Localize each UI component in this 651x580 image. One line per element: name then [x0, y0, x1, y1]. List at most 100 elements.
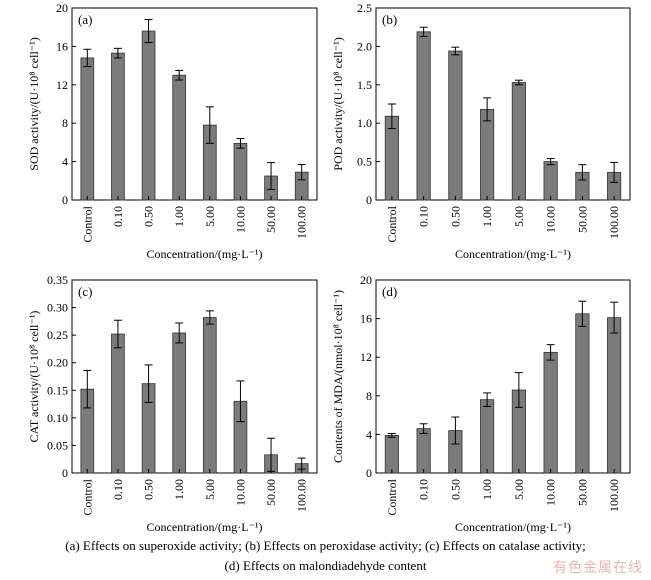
x-tick-label: 0.50 [448, 206, 462, 227]
x-tick-label: 10.00 [233, 479, 247, 506]
chart-panel-a: 0 4 8 12 16 20 Control 0.10 0.50 1.00 5.00 10.00 50.… [27, 1, 318, 261]
x-tick-label: 100.00 [295, 479, 309, 512]
y-tick-label: 8 [62, 116, 68, 130]
y-axis-title: POD activity/(U·10⁸ cell⁻¹) [331, 37, 345, 170]
y-tick-label: 0.10 [47, 411, 68, 425]
x-tick-label: 5.00 [203, 206, 217, 227]
x-tick-label: 0.50 [142, 479, 156, 500]
chart-panel-c: 0 0.05 0.10 0.15 0.20 0.25 0.30 0.35 Control 0.10… [27, 273, 318, 534]
y-tick-label: 0 [366, 193, 372, 207]
panel-label: (d) [382, 284, 397, 299]
bar [511, 82, 526, 201]
x-tick-label: 10.00 [233, 206, 247, 233]
y-tick-label: 0 [366, 466, 372, 480]
x-tick-label: 100.00 [607, 479, 621, 512]
x-tick-label: 0.50 [448, 479, 462, 500]
x-tick-label: 5.00 [512, 206, 526, 227]
y-tick-label: 20 [56, 1, 68, 15]
bar [448, 50, 463, 201]
bar [111, 52, 125, 201]
panel-label: (c) [78, 284, 92, 299]
bar [233, 142, 248, 201]
x-tick-label: 100.00 [607, 206, 621, 239]
y-tick-label: 0.5 [357, 155, 372, 169]
y-tick-label: 0 [62, 193, 68, 207]
y-tick-label: 2.0 [357, 39, 372, 53]
bar [111, 333, 125, 474]
bar [172, 74, 187, 201]
plot-frame [71, 279, 318, 474]
y-tick-label: 0.30 [47, 301, 68, 315]
bar [202, 317, 217, 474]
y-tick-label: 0.15 [47, 383, 68, 397]
y-tick-label: 12 [56, 78, 68, 92]
bar [141, 30, 156, 201]
x-tick-label: 50.00 [575, 479, 589, 506]
x-tick-label: 50.00 [264, 479, 278, 506]
bar [575, 313, 590, 474]
y-tick-label: 0.35 [47, 273, 68, 287]
bar [543, 161, 558, 201]
y-axis-title: SOD activity/(U·10⁸ cell⁻¹) [27, 37, 41, 170]
y-tick-label: 0 [62, 466, 68, 480]
y-tick-label: 1.5 [357, 78, 372, 92]
x-tick-label: 1.00 [172, 206, 186, 227]
figure-caption-line-1: (a) Effects on superoxide activity; (b) … [65, 538, 586, 553]
x-tick-label: 0.10 [111, 479, 125, 500]
bar [384, 434, 399, 474]
x-tick-label: 0.50 [142, 206, 156, 227]
x-tick-label: 10.00 [544, 479, 558, 506]
y-tick-label: 12 [360, 350, 372, 364]
bar [480, 399, 495, 474]
y-axis-title: Contents of MDA/(nmol·10⁸ cell⁻¹) [331, 290, 345, 463]
x-tick-label: Control [80, 478, 94, 515]
x-tick-label: 50.00 [264, 206, 278, 233]
figure-caption-line-2: (d) Effects on malondiadehyde content [224, 558, 427, 573]
plot-frame [375, 7, 631, 201]
x-tick-label: Control [385, 205, 399, 242]
panel-label: (a) [78, 12, 92, 27]
y-tick-label: 0.05 [47, 438, 68, 452]
bar [416, 31, 431, 201]
x-tick-label: 1.00 [480, 206, 494, 227]
plot-frame [71, 7, 318, 201]
y-tick-label: 20 [360, 273, 372, 287]
x-tick-label: 5.00 [512, 479, 526, 500]
x-axis-title: Concentration/(mg·L⁻¹) [455, 520, 571, 534]
panel-label: (b) [382, 12, 397, 27]
x-axis-title: Concentration/(mg·L⁻¹) [147, 247, 263, 261]
x-axis-title: Concentration/(mg·L⁻¹) [455, 247, 571, 261]
y-tick-label: 8 [366, 389, 372, 403]
y-axis-title: CAT activity/(U·10⁸ cell⁻¹) [27, 311, 41, 443]
bar [543, 351, 558, 474]
y-tick-label: 4 [62, 155, 68, 169]
x-axis-title: Concentration/(mg·L⁻¹) [147, 520, 263, 534]
y-tick-label: 4 [366, 427, 372, 441]
x-tick-label: 5.00 [203, 479, 217, 500]
chart-panel-b: 0 0.5 1.0 1.5 2.0 2.5 Control 0.10 0.50 1.00 5.00 1… [331, 1, 631, 261]
bar [607, 317, 622, 474]
x-tick-label: Control [80, 205, 94, 242]
watermark: 有色金属在线 [553, 560, 643, 576]
x-tick-label: 0.10 [417, 206, 431, 227]
x-tick-label: 0.10 [417, 479, 431, 500]
plot-frame [375, 279, 631, 474]
chart-panel-d: 0 4 8 12 16 20 Control 0.10 0.50 1.00 5.00 10.00 50.… [331, 273, 631, 534]
bar [172, 332, 187, 474]
bar [416, 428, 431, 474]
y-tick-label: 16 [360, 312, 372, 326]
x-tick-label: 10.00 [544, 206, 558, 233]
x-tick-label: 0.10 [111, 206, 125, 227]
bar [80, 57, 95, 201]
x-tick-label: 1.00 [480, 479, 494, 500]
x-tick-label: 1.00 [172, 479, 186, 500]
y-tick-label: 2.5 [357, 1, 372, 15]
y-tick-label: 0.20 [47, 356, 68, 370]
y-tick-label: 1.0 [357, 116, 372, 130]
x-tick-label: Control [385, 478, 399, 515]
x-tick-label: 50.00 [575, 206, 589, 233]
bar [480, 108, 495, 201]
y-tick-label: 0.25 [47, 328, 68, 342]
x-tick-label: 100.00 [295, 206, 309, 239]
